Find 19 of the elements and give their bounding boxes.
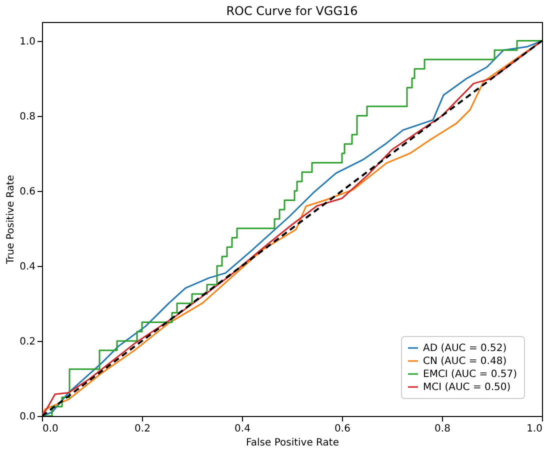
y-tick-label: 0.2 — [20, 336, 36, 348]
legend-label: EMCI (AUC = 0.57) — [423, 369, 518, 380]
x-tick-label: 0.4 — [234, 424, 250, 434]
chart-title: ROC Curve for VGG16 — [226, 4, 358, 18]
y-tick-label: 0.0 — [20, 412, 36, 422]
legend-label: CN (AUC = 0.48) — [423, 356, 507, 367]
y-tick-label: 0.8 — [20, 111, 36, 122]
x-tick-label: 1.0 — [526, 424, 542, 434]
y-tick-label: 0.6 — [20, 186, 36, 198]
x-tick-label: 0.0 — [42, 424, 58, 434]
x-axis-title: False Positive Rate — [246, 438, 339, 448]
x-tick-label: 0.6 — [334, 424, 350, 434]
y-tick-label: 0.4 — [20, 261, 36, 272]
legend-label: MCI (AUC = 0.50) — [423, 382, 511, 393]
x-tick-label: 0.2 — [134, 424, 150, 434]
y-tick-label: 1.0 — [20, 36, 36, 48]
y-axis-title: True Positive Rate — [6, 174, 17, 266]
x-tick-label: 0.8 — [434, 424, 450, 434]
legend-label: AD (AUC = 0.52) — [423, 343, 507, 354]
